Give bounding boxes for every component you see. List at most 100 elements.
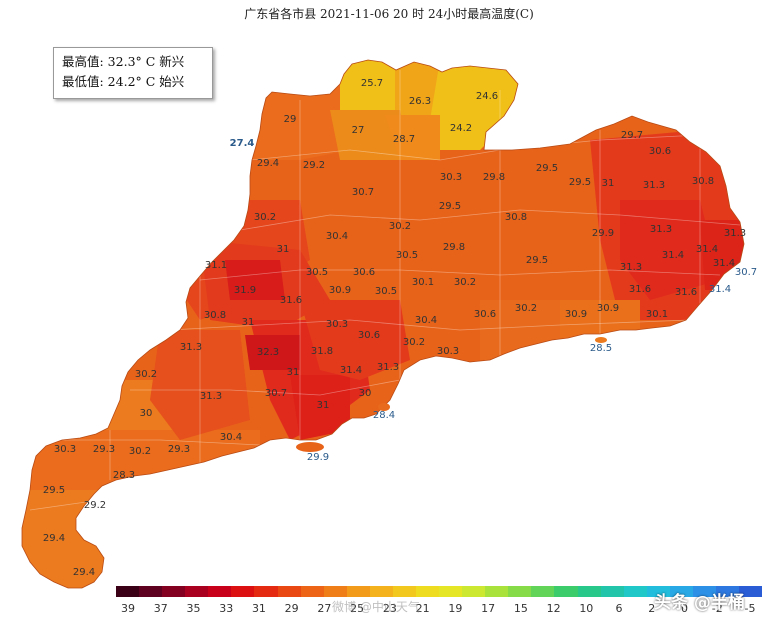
temperature-value-label: 31.9 — [234, 285, 256, 296]
temperature-value-label: 28.7 — [393, 134, 415, 145]
temperature-value-label: 30.1 — [646, 309, 668, 320]
station-value-label: 29.9 — [307, 452, 329, 463]
temperature-value-label: 30.9 — [565, 309, 587, 320]
temperature-value-label: 31.6 — [675, 287, 697, 298]
temperature-value-label: 31 — [242, 317, 255, 328]
island — [595, 337, 607, 343]
temperature-value-label: 29.3 — [93, 444, 115, 455]
legend-tick-label: 17 — [481, 602, 496, 615]
legend-color-swatch — [185, 586, 209, 597]
station-labels-outside: 27.430.731.428.528.429.9 — [230, 138, 757, 463]
legend-tick-label: -2 — [711, 602, 723, 615]
temperature-value-label: 29.5 — [536, 163, 558, 174]
weibo-watermark: 微博 @中山天气 — [332, 600, 420, 614]
legend-tick-label: 31 — [251, 602, 266, 615]
legend-tick-label: 39 — [121, 602, 135, 615]
legend-color-swatch — [277, 586, 301, 597]
color-legend-labels: 39 37 35 33 31 29 27 25 23 21 19 17 15 12 10 6 2 0 -2 -5 — [116, 602, 762, 616]
temperature-value-label: 30.2 — [135, 369, 157, 380]
temperature-value-label: 30.6 — [474, 309, 496, 320]
legend-tick-label: 35 — [186, 602, 201, 615]
legend-tick-label: 29 — [284, 602, 299, 615]
legend-tick-label: 12 — [546, 602, 561, 615]
map-title: 广东省各市县 2021-11-06 20 时 24小时最高温度(C) — [244, 7, 534, 21]
legend-color-swatch — [231, 586, 255, 597]
station-value-label: 28.5 — [590, 343, 612, 354]
legend-tick-label: 0 — [681, 602, 689, 615]
temperature-value-label: 29.4 — [257, 158, 279, 169]
temperature-value-label: 30.4 — [220, 432, 242, 443]
temperature-value-label: 25.7 — [361, 78, 383, 89]
temperature-value-label: 30.3 — [440, 172, 462, 183]
temperature-value-label: 30.9 — [329, 285, 351, 296]
temperature-value-label: 31.4 — [713, 258, 735, 269]
temperature-value-label: 30.8 — [692, 176, 714, 187]
temperature-value-label: 27 — [352, 125, 365, 136]
temperature-value-label: 31 — [277, 244, 290, 255]
temperature-value-label: 30 — [359, 388, 372, 399]
station-value-label: 31.4 — [709, 284, 731, 295]
temperature-value-label: 31 — [602, 178, 615, 189]
temperature-value-label: 29.5 — [43, 485, 65, 496]
legend-tick-label: 25 — [350, 602, 365, 615]
temperature-value-label: 26.3 — [409, 96, 431, 107]
temperature-value-label: 29.4 — [73, 567, 95, 578]
station-value-label: 28.4 — [373, 410, 395, 421]
legend-tick-label: -5 — [744, 602, 756, 615]
legend-tick-label: 6 — [615, 602, 623, 615]
temperature-value-label: 29.8 — [443, 242, 465, 253]
temperature-value-label: 30.2 — [254, 212, 276, 223]
temperature-value-label: 29.9 — [592, 228, 614, 239]
legend-color-swatch — [623, 586, 647, 597]
toutiao-watermark: 头条 @半桶 — [654, 593, 745, 613]
color-legend-bar — [116, 586, 763, 597]
temperature-value-label: 30.8 — [204, 310, 226, 321]
temperature-value-label: 30.6 — [358, 330, 380, 341]
legend-color-swatch — [369, 586, 393, 597]
temperature-value-label: 29.3 — [168, 444, 190, 455]
legend-tick-label: 33 — [219, 602, 234, 615]
temperature-value-label: 30.4 — [415, 315, 437, 326]
temperature-value-label: 29.5 — [526, 255, 548, 266]
temperature-value-label: 29.8 — [483, 172, 505, 183]
temperature-value-label: 29.5 — [439, 201, 461, 212]
temperature-value-label: 30.5 — [375, 286, 397, 297]
legend-color-swatch — [323, 586, 347, 597]
extreme-values-box: 最高值: 32.3° C 新兴 最低值: 24.2° C 始兴 — [53, 47, 213, 99]
temperature-value-label: 31.6 — [629, 284, 651, 295]
temperature-value-label: 31.3 — [724, 228, 746, 239]
temperature-value-label: 30.3 — [54, 444, 76, 455]
legend-tick-label: 19 — [448, 602, 463, 615]
legend-color-swatch — [739, 586, 763, 597]
temperature-value-label: 31.4 — [696, 244, 718, 255]
temperature-value-label: 29.4 — [43, 533, 65, 544]
temperature-value-label: 30.6 — [649, 146, 671, 157]
legend-color-swatch — [462, 586, 486, 597]
legend-tick-label: 37 — [153, 602, 168, 615]
temperature-value-label: 31.6 — [280, 295, 302, 306]
temperature-value-label: 30.2 — [403, 337, 425, 348]
legend-color-swatch — [600, 586, 624, 597]
temperature-value-label: 30.9 — [597, 303, 619, 314]
island — [378, 403, 390, 411]
temperature-value-label: 29 — [284, 114, 297, 125]
temperature-value-label: 30.2 — [454, 277, 476, 288]
legend-tick-label: 2 — [648, 602, 656, 615]
legend-color-swatch — [669, 586, 693, 597]
legend-color-swatch — [392, 586, 417, 597]
temperature-value-label: 31 — [317, 400, 330, 411]
temperature-value-label: 30.8 — [505, 212, 527, 223]
temperature-value-label: 30.2 — [515, 303, 537, 314]
legend-color-swatch — [692, 586, 717, 597]
legend-color-swatch — [300, 586, 324, 597]
legend-color-swatch — [416, 586, 440, 597]
temperature-value-label: 29.2 — [303, 160, 325, 171]
island — [296, 442, 324, 452]
temperature-value-label: 30 — [140, 408, 153, 419]
temperature-value-label: 24.6 — [476, 91, 498, 102]
legend-color-swatch — [139, 586, 163, 597]
province-outline — [21, 59, 745, 589]
temperature-value-label: 30.7 — [265, 388, 287, 399]
temperature-value-label: 30.5 — [306, 267, 328, 278]
